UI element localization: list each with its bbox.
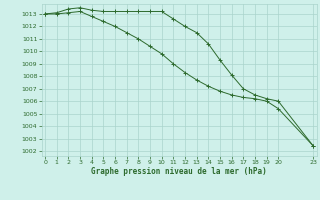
X-axis label: Graphe pression niveau de la mer (hPa): Graphe pression niveau de la mer (hPa) [91,167,267,176]
